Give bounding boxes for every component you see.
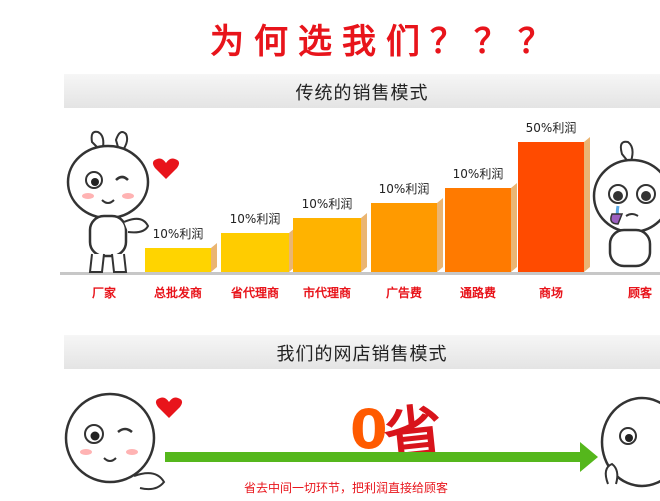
arrow-shaft: [165, 452, 585, 462]
section-online: 我们的网店销售模式: [64, 335, 660, 369]
bar-5: [445, 188, 511, 272]
category-label-0: 厂家: [91, 286, 117, 300]
bar-side-1: [211, 243, 217, 272]
headline: 为何选我们？？？: [0, 14, 660, 70]
section-traditional-title: 传统的销售模式: [295, 83, 429, 104]
bar-side-4: [437, 198, 443, 272]
headline-title: 为何选我们？？？: [210, 22, 562, 62]
bar-4: [371, 203, 437, 272]
category-label-7: 顾客: [627, 286, 653, 300]
zero-savings-graphic: 0 省: [350, 392, 460, 476]
chart-baseline: [60, 272, 660, 275]
profit-chart: 10%利润 10%利润 10%利润 10%利润 10%利润 50%利润: [145, 121, 590, 272]
section-traditional: 传统的销售模式: [64, 74, 660, 108]
savings-caption: 省去中间一切环节，把利润直接给顾客: [244, 481, 449, 495]
category-label-6: 商场: [538, 286, 564, 300]
bunny-character-left: [66, 130, 150, 273]
bar-side-3: [361, 213, 367, 272]
heart-icon-bottom: [155, 397, 183, 418]
bar-6: [518, 142, 584, 272]
bar-1: [145, 248, 211, 272]
category-label-3: 市代理商: [302, 286, 352, 300]
bar-side-5: [511, 183, 517, 272]
bar-value-label-2: 10%利润: [230, 212, 281, 226]
category-label-1: 总批发商: [153, 286, 203, 300]
category-label-2: 省代理商: [230, 286, 280, 300]
bar-3: [293, 218, 361, 272]
category-label-5: 通路费: [459, 286, 497, 300]
bar-value-label-3: 10%利润: [302, 197, 353, 211]
section-online-title: 我们的网店销售模式: [276, 344, 448, 365]
category-label-4: 广告费: [385, 286, 423, 300]
bar-value-label-5: 10%利润: [453, 167, 504, 181]
crying-bunny-character-right: [592, 140, 660, 268]
bar-value-label-1: 10%利润: [153, 227, 204, 241]
bar-value-label-6: 50%利润: [526, 121, 577, 135]
arrow-right-icon: [580, 442, 598, 472]
heart-icon: [152, 158, 180, 179]
bunny-character-left-bottom: [64, 392, 166, 491]
bar-2: [221, 233, 289, 272]
big-zero: 0: [350, 398, 388, 461]
zero-savings-svg: 0 省: [350, 397, 446, 471]
bar-side-6: [584, 137, 590, 272]
bunny-character-right-bottom: [600, 396, 660, 488]
bar-value-label-4: 10%利润: [379, 182, 430, 196]
